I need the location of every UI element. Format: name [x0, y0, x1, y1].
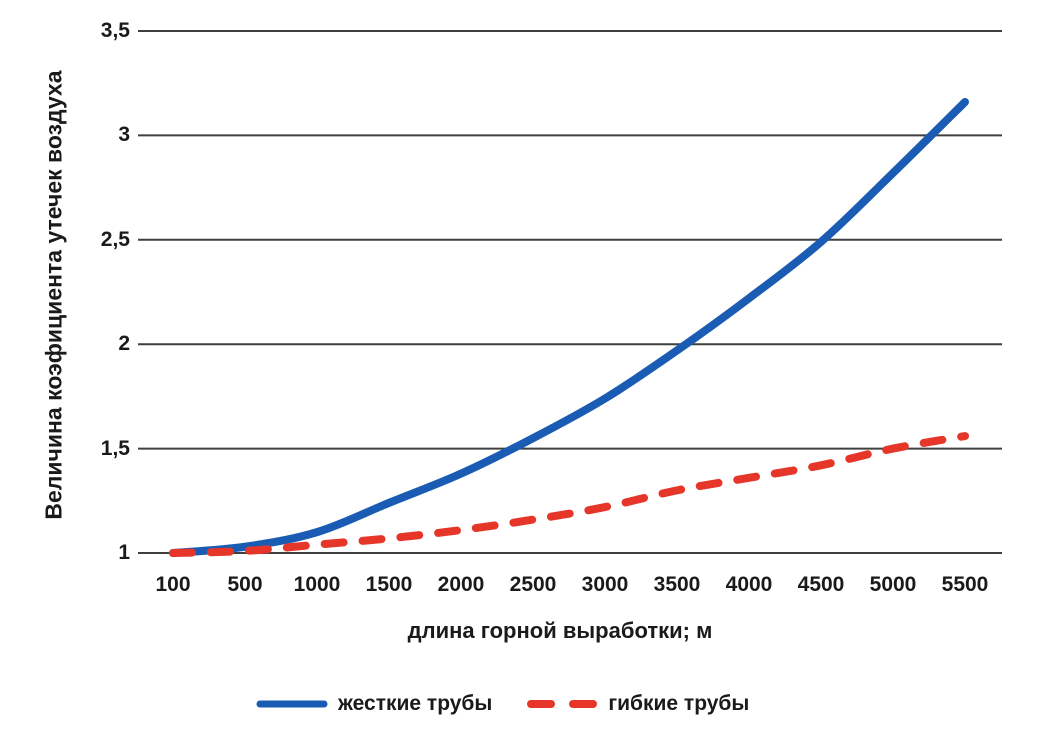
x-tick-label: 4000	[725, 573, 773, 596]
x-tick-label: 4500	[797, 573, 845, 596]
series-line-dashed	[169, 432, 969, 557]
series-lines	[169, 97, 969, 557]
y-tick-label: 1	[118, 541, 130, 564]
legend-item-flexible-pipes: гибкие трубы	[526, 692, 749, 716]
x-tick-label: 1000	[293, 573, 341, 596]
x-tick-label: 1500	[365, 573, 413, 596]
x-tick-label: 3000	[581, 573, 629, 596]
legend-label-flexible-pipes: гибкие трубы	[608, 692, 750, 715]
x-tick-label: 5000	[869, 573, 917, 596]
x-tick-label: 100	[155, 573, 191, 596]
legend-label-rigid-pipes: жесткие трубы	[338, 692, 493, 715]
x-tick-label: 500	[227, 573, 263, 596]
y-tick-label: 3	[118, 123, 130, 147]
y-tick-label: 2,5	[100, 227, 130, 251]
x-tick-label: 5500	[941, 573, 989, 596]
x-tick-label: 3500	[653, 573, 701, 596]
x-axis-title: длина горной выработки; м	[407, 618, 713, 643]
y-tick-label: 3,5	[100, 19, 130, 42]
y-axis-title: Величина коэфициента утечек воздуха	[40, 70, 67, 520]
x-tick-label: 2000	[437, 573, 485, 596]
y-tick-label: 1,5	[100, 436, 130, 460]
legend: жесткие трубы гибкие трубы	[256, 692, 749, 716]
solid-line-swatch	[256, 700, 328, 708]
x-tick-label: 2500	[509, 573, 557, 596]
y-tick-label: 2	[118, 332, 130, 356]
legend-item-rigid-pipes: жесткие трубы	[256, 692, 492, 716]
gridlines	[138, 30, 1002, 554]
dashed-line-swatch	[527, 700, 598, 708]
series-line-solid	[169, 97, 969, 557]
